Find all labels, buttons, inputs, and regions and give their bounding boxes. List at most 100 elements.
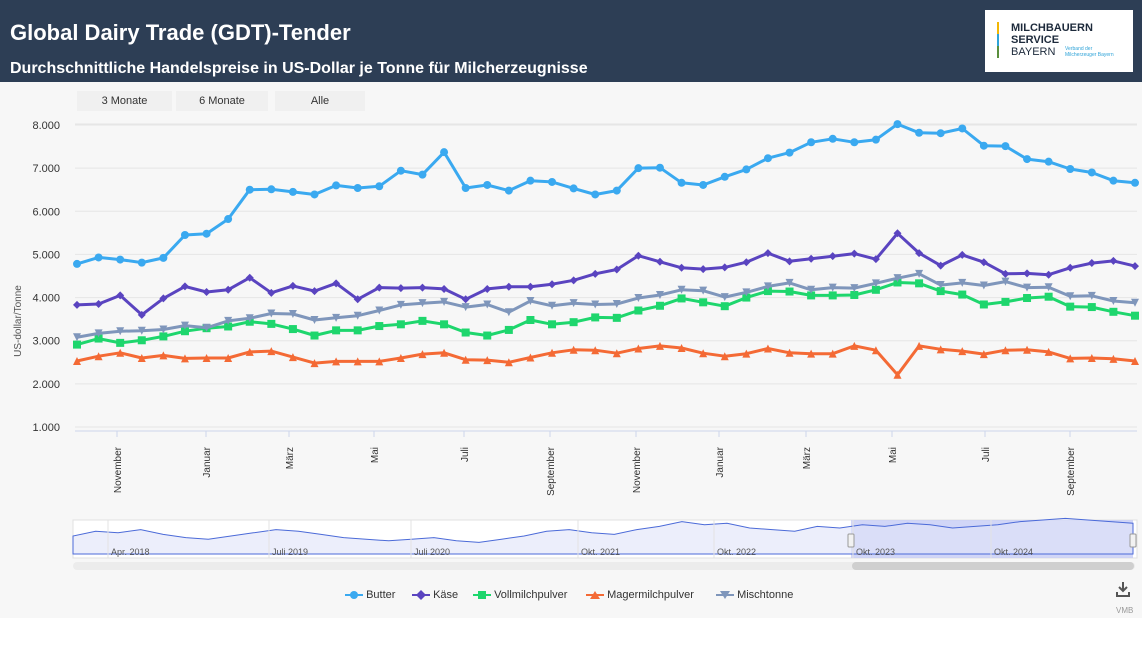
data-point[interactable] [310, 331, 319, 340]
data-point[interactable] [807, 138, 816, 147]
data-point[interactable] [1023, 269, 1032, 278]
data-point[interactable] [742, 165, 751, 174]
data-point[interactable] [224, 353, 233, 362]
data-point[interactable] [828, 349, 837, 358]
data-point[interactable] [94, 253, 103, 262]
data-point[interactable] [634, 344, 643, 353]
data-point[interactable] [526, 176, 535, 185]
data-point[interactable] [1066, 302, 1075, 311]
data-point[interactable] [353, 311, 362, 320]
data-point[interactable] [1131, 178, 1139, 187]
data-point[interactable] [612, 349, 621, 358]
data-point[interactable] [850, 341, 859, 350]
data-point[interactable] [1087, 353, 1096, 362]
data-point[interactable] [353, 357, 362, 366]
data-point[interactable] [1109, 176, 1118, 185]
data-point[interactable] [224, 316, 233, 325]
data-point[interactable] [73, 356, 81, 365]
data-point[interactable] [504, 358, 513, 367]
data-point[interactable] [504, 282, 513, 291]
data-point[interactable] [785, 348, 794, 357]
data-point[interactable] [137, 336, 146, 345]
data-point[interactable] [483, 356, 492, 365]
data-point[interactable] [1023, 294, 1032, 303]
data-point[interactable] [1066, 263, 1075, 272]
legend-item-magermilchpulver[interactable]: Magermilchpulver [586, 586, 694, 604]
data-point[interactable] [116, 255, 125, 264]
data-point[interactable] [742, 288, 751, 297]
data-point[interactable] [915, 341, 924, 350]
data-point[interactable] [850, 290, 859, 299]
data-point[interactable] [461, 328, 470, 337]
data-point[interactable] [720, 302, 729, 311]
data-point[interactable] [958, 124, 967, 133]
data-point[interactable] [332, 181, 341, 190]
data-point[interactable] [763, 282, 772, 291]
data-point[interactable] [569, 345, 578, 354]
data-point[interactable] [180, 354, 189, 363]
data-point[interactable] [310, 316, 319, 325]
data-point[interactable] [979, 141, 988, 150]
legend-item-kaese[interactable]: Käse [412, 586, 458, 604]
data-point[interactable] [807, 254, 816, 263]
data-point[interactable] [677, 285, 686, 294]
data-point[interactable] [655, 257, 664, 266]
data-point[interactable] [180, 231, 189, 240]
data-point[interactable] [569, 184, 578, 193]
data-point[interactable] [720, 293, 729, 302]
data-point[interactable] [915, 279, 924, 288]
data-point[interactable] [699, 286, 708, 295]
data-point[interactable] [332, 326, 341, 335]
data-point[interactable] [612, 313, 621, 322]
data-point[interactable] [677, 294, 686, 303]
data-point[interactable] [418, 316, 427, 325]
data-point[interactable] [548, 280, 557, 289]
data-point[interactable] [591, 346, 600, 355]
data-point[interactable] [871, 279, 880, 288]
data-point[interactable] [763, 344, 772, 353]
data-point[interactable] [634, 251, 643, 260]
data-point[interactable] [655, 341, 664, 350]
data-point[interactable] [224, 322, 233, 331]
data-point[interactable] [440, 284, 449, 293]
data-point[interactable] [548, 177, 557, 186]
data-point[interactable] [440, 297, 449, 306]
data-point[interactable] [979, 300, 988, 309]
data-point[interactable] [677, 263, 686, 272]
data-point[interactable] [526, 282, 535, 291]
data-point[interactable] [418, 350, 427, 359]
data-point[interactable] [245, 314, 254, 323]
data-point[interactable] [1001, 269, 1010, 278]
data-point[interactable] [353, 295, 362, 304]
data-point[interactable] [699, 180, 708, 189]
data-point[interactable] [116, 291, 125, 300]
data-point[interactable] [375, 306, 384, 315]
data-point[interactable] [310, 190, 319, 199]
data-point[interactable] [548, 301, 557, 310]
legend-item-vollmilchpulver[interactable]: Vollmilchpulver [473, 586, 567, 604]
data-point[interactable] [612, 300, 621, 309]
data-point[interactable] [634, 294, 643, 303]
data-point[interactable] [224, 215, 233, 224]
data-point[interactable] [612, 186, 621, 195]
data-point[interactable] [548, 348, 557, 357]
data-point[interactable] [699, 265, 708, 274]
data-point[interactable] [915, 128, 924, 137]
data-point[interactable] [1044, 283, 1053, 292]
data-point[interactable] [720, 172, 729, 181]
data-point[interactable] [1066, 165, 1075, 174]
data-point[interactable] [893, 278, 902, 287]
data-point[interactable] [267, 347, 276, 356]
data-point[interactable] [375, 283, 384, 292]
series-line-magermilchpulver[interactable] [76, 344, 1136, 377]
data-point[interactable] [763, 287, 772, 296]
data-point[interactable] [116, 338, 125, 347]
data-point[interactable] [375, 322, 384, 331]
data-point[interactable] [699, 349, 708, 358]
data-point[interactable] [159, 351, 168, 360]
data-point[interactable] [159, 253, 168, 262]
navigator-handle-left[interactable] [847, 533, 855, 548]
data-point[interactable] [116, 327, 125, 336]
data-point[interactable] [526, 316, 535, 325]
data-point[interactable] [569, 299, 578, 308]
